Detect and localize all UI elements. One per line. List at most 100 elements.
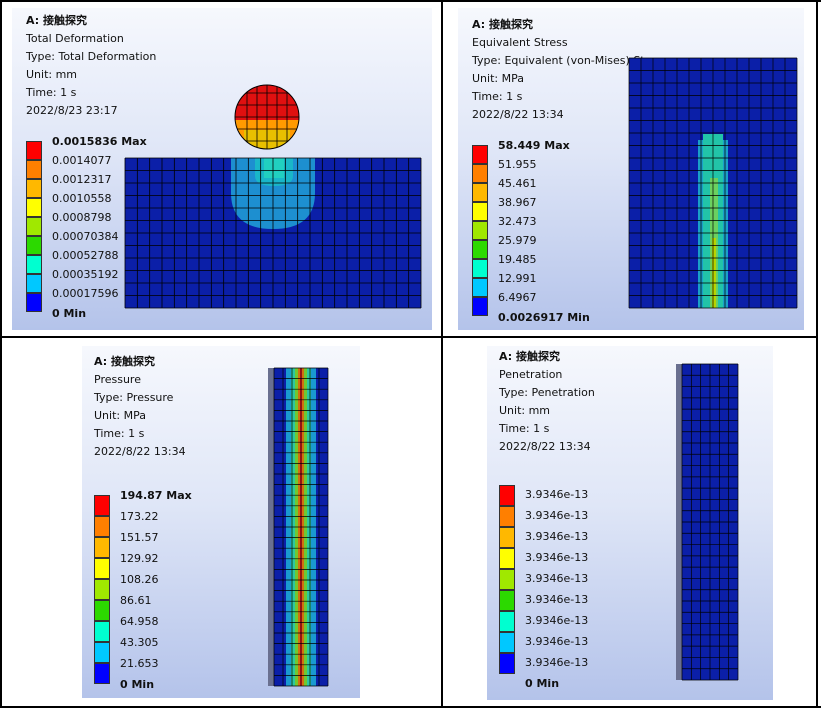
legend-swatch	[94, 558, 110, 579]
legend-value: 43.305	[120, 636, 159, 649]
legend-value: 3.9346e-13	[525, 551, 589, 564]
panel-title: A: 接触探究	[472, 18, 533, 31]
result-unit: Unit: mm	[26, 68, 78, 81]
result-name: Total Deformation	[26, 32, 124, 45]
result-name: Penetration	[499, 368, 563, 381]
legend-swatch	[94, 579, 110, 600]
result-date: 2022/8/23 23:17	[26, 104, 118, 117]
legend-value: 151.57	[120, 531, 159, 544]
result-time: Time: 1 s	[499, 422, 550, 435]
ball-body	[235, 85, 299, 149]
legend-swatch	[499, 548, 515, 569]
legend-max-label: 0.0015836 Max	[52, 135, 147, 148]
result-date: 2022/8/22 13:34	[499, 440, 591, 453]
result-type: Type: Equivalent (von-Mises) Stress	[472, 54, 668, 67]
deformation-model-view	[124, 84, 422, 309]
legend-value: 3.9346e-13	[525, 593, 589, 606]
legend-value: 3.9346e-13	[525, 614, 589, 627]
legend-swatch	[472, 259, 488, 278]
result-type: Type: Total Deformation	[26, 50, 157, 63]
legend-max-label: 3.9346e-13	[525, 488, 589, 501]
table-border-left	[0, 0, 2, 708]
legend-swatch	[472, 164, 488, 183]
legend-swatch	[499, 632, 515, 653]
legend-value: 108.26	[120, 573, 159, 586]
result-type: Type: Pressure	[94, 391, 174, 404]
penetration-model-view	[676, 363, 739, 681]
legend-value: 0.00017596	[52, 287, 119, 300]
legend-value: 38.967	[498, 196, 537, 209]
legend-value: 6.4967	[498, 291, 537, 304]
legend-value: 64.958	[120, 615, 159, 628]
legend-value: 45.461	[498, 177, 537, 190]
equivalent-stress-panel: A: 接触探究 Equivalent Stress Type: Equivale…	[458, 8, 804, 330]
legend-value: 0.0008798	[52, 211, 112, 224]
legend-swatch	[26, 293, 42, 312]
pressure-model-view	[268, 367, 329, 687]
legend-swatch	[26, 198, 42, 217]
legend-swatch	[472, 183, 488, 202]
result-date: 2022/8/22 13:34	[472, 108, 564, 121]
legend-value: 3.9346e-13	[525, 635, 589, 648]
panel-title: A: 接触探究	[499, 350, 560, 363]
pressure-panel: A: 接触探究 Pressure Type: Pressure Unit: MP…	[82, 346, 360, 698]
legend-swatch	[472, 145, 488, 164]
result-name: Pressure	[94, 373, 141, 386]
block-mesh	[681, 363, 739, 681]
legend-swatch	[472, 202, 488, 221]
block-mesh	[124, 157, 422, 309]
panel-header: A: 接触探究 Pressure Type: Pressure Unit: MP…	[94, 353, 186, 461]
legend-swatch	[499, 590, 515, 611]
legend-value: 0.00035192	[52, 268, 119, 281]
block-mesh	[273, 367, 329, 687]
legend-value: 32.473	[498, 215, 537, 228]
legend-min-label: 0 Min	[52, 307, 87, 320]
result-unit: Unit: MPa	[94, 409, 146, 422]
result-date: 2022/8/22 13:34	[94, 445, 186, 458]
legend-swatch	[26, 179, 42, 198]
panel-header: A: 接触探究 Equivalent Stress Type: Equivale…	[472, 16, 667, 124]
panel-header: A: 接触探究 Total Deformation Type: Total De…	[26, 12, 156, 120]
legend-value: 3.9346e-13	[525, 572, 589, 585]
legend-swatch	[499, 653, 515, 674]
legend-value: 0.0012317	[52, 173, 112, 186]
table-border-right	[816, 0, 818, 708]
legend-swatch	[26, 217, 42, 236]
legend-swatch	[26, 160, 42, 179]
legend-value: 3.9346e-13	[525, 656, 589, 669]
legend-swatch	[26, 255, 42, 274]
legend-swatch	[94, 495, 110, 516]
legend-value: 129.92	[120, 552, 159, 565]
legend-min-label: 0.0026917 Min	[498, 311, 590, 324]
legend-min-label: 0 Min	[120, 678, 155, 691]
legend-min-label: 0 Min	[525, 677, 560, 690]
result-unit: Unit: mm	[499, 404, 551, 417]
legend-max-label: 58.449 Max	[498, 139, 570, 152]
legend-swatch	[499, 569, 515, 590]
legend-value: 0.0010558	[52, 192, 112, 205]
table-divider-horizontal	[0, 336, 818, 338]
legend-swatch	[26, 141, 42, 160]
legend-value: 0.00070384	[52, 230, 119, 243]
legend-value: 86.61	[120, 594, 152, 607]
penetration-panel: A: 接触探究 Penetration Type: Penetration Un…	[487, 346, 773, 700]
legend-value: 3.9346e-13	[525, 530, 589, 543]
legend-swatch	[94, 663, 110, 684]
legend-swatch	[26, 274, 42, 293]
legend-value: 0.0014077	[52, 154, 112, 167]
legend-swatch	[499, 527, 515, 548]
legend-swatch	[94, 600, 110, 621]
legend-swatch	[472, 221, 488, 240]
panel-title: A: 接触探究	[94, 355, 155, 368]
legend-swatch	[94, 621, 110, 642]
legend-swatch	[94, 516, 110, 537]
legend-value: 19.485	[498, 253, 537, 266]
legend-value: 21.653	[120, 657, 159, 670]
legend-max-label: 194.87 Max	[120, 489, 192, 502]
block-mesh	[628, 57, 798, 309]
legend-swatch	[472, 240, 488, 259]
legend-value: 173.22	[120, 510, 159, 523]
panel-title: A: 接触探究	[26, 14, 87, 27]
result-time: Time: 1 s	[472, 90, 523, 103]
table-divider-vertical	[441, 0, 443, 708]
